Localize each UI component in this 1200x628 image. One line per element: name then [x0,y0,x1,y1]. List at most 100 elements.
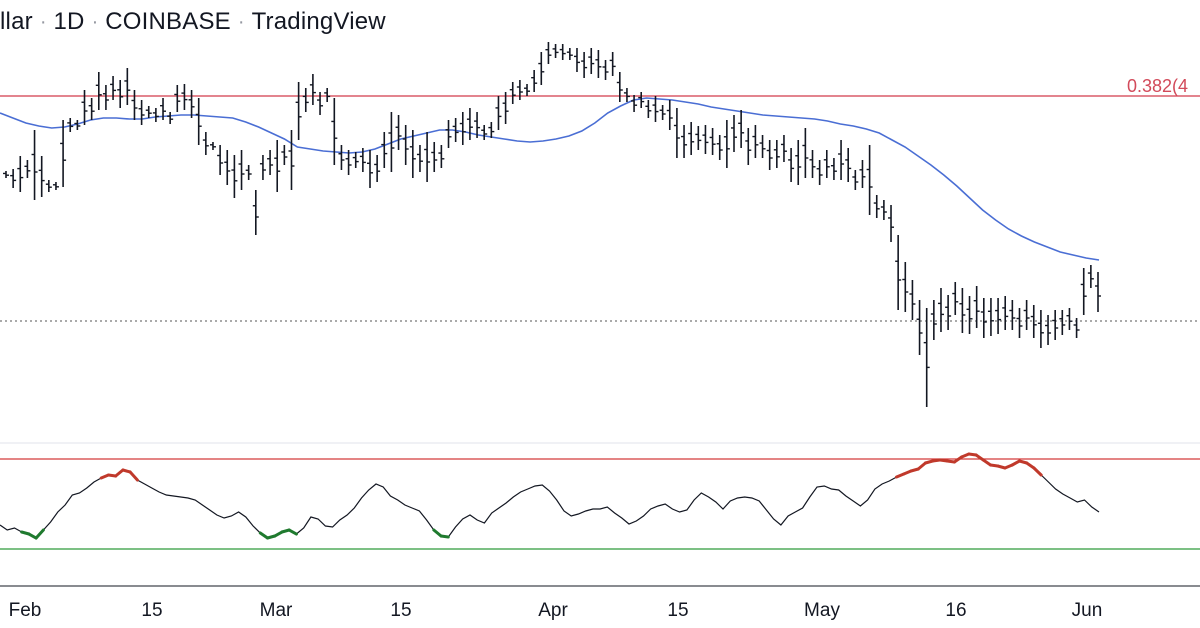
ohlc-bar [902,262,909,312]
oscillator-oversold-segment [287,528,298,536]
ohlc-bar [452,118,459,142]
chart-header: llar · 1D · COINBASE · TradingView [0,4,386,40]
ohlc-bars [3,42,1101,407]
interval-label[interactable]: 1D [53,8,85,35]
ohlc-bar [802,128,809,178]
ohlc-bar [145,106,152,118]
ohlc-bar [117,80,124,108]
ohlc-bar [666,100,673,130]
time-tick-label: 15 [141,600,162,621]
ohlc-bar [1073,318,1080,338]
ohlc-bar [816,160,823,185]
ohlc-bar [524,84,531,96]
oscillator-oversold-segment [34,528,45,540]
ohlc-bar [838,140,845,180]
ohlc-bar [288,130,295,190]
ohlc-bar [966,296,973,334]
ohlc-bar [652,96,659,122]
time-tick-label: Apr [538,600,568,621]
ohlc-bar [209,142,216,150]
ohlc-bar [937,288,944,332]
ohlc-bar [880,200,887,220]
ohlc-bar [616,72,623,102]
ohlc-bar [245,165,252,180]
ohlc-bar [973,286,980,328]
source-label: TradingView [251,8,386,35]
oscillator-line [0,453,1100,539]
oscillator-pane [0,452,1200,550]
ohlc-bar [302,88,309,112]
ohlc-bar [1002,296,1009,330]
oscillator-overbought-segment [1032,466,1043,477]
ohlc-bar [188,90,195,118]
oscillator-overbought-segment [128,470,139,482]
ohlc-bar [138,100,145,125]
ohlc-bar [402,125,409,165]
ohlc-bar [152,108,159,122]
ohlc-bar [459,112,466,145]
time-axis: Feb 15 Mar 15 Apr 15 May 16 Jun [9,600,1103,621]
ohlc-bar [202,132,209,155]
ohlc-bar [324,88,331,102]
ohlc-bar [645,100,652,118]
ohlc-bar [17,156,24,192]
symbol-name: llar [0,8,33,35]
ohlc-bar [395,115,402,150]
ohlc-bar [1080,268,1087,315]
ohlc-bar [681,125,688,158]
ohlc-bar [659,105,666,120]
ohlc-bar [1016,308,1023,338]
ohlc-bar [923,308,930,407]
ohlc-bar [1009,300,1016,330]
ohlc-bar [238,150,245,190]
ohlc-bar [773,140,780,168]
ohlc-bar [174,85,181,112]
time-tick-label: Jun [1072,600,1103,621]
ohlc-bar [1030,305,1037,338]
ohlc-bar [388,112,395,172]
exchange-label: COINBASE [105,8,231,35]
ohlc-bar [295,82,302,140]
ohlc-bar [1045,315,1052,345]
ohlc-bar [124,68,131,105]
ohlc-bar [752,125,759,158]
ohlc-bar [1066,308,1073,330]
ohlc-bar [317,92,324,115]
ohlc-bar [780,135,787,162]
ohlc-bar [431,142,438,172]
time-tick-label: 15 [667,600,688,621]
ohlc-bar [866,145,873,215]
ohlc-bar [60,120,67,187]
pane-separators [0,442,1200,587]
ohlc-bar [595,50,602,78]
ohlc-bar [709,128,716,155]
header-separator: · [237,10,245,33]
oscillator-overbought-segment [916,461,927,471]
time-tick-label: Mar [260,600,293,621]
ohlc-bar [873,195,880,218]
ohlc-bar [367,150,373,188]
time-tick-label: Feb [9,600,42,621]
ohlc-bar [281,145,288,165]
moving-average-layer [0,97,1100,261]
ohlc-bar [267,150,274,175]
ohlc-bar [552,44,559,58]
ohlc-bar [888,205,895,242]
ohlc-bar [374,155,381,182]
ohlc-bar [1087,265,1094,288]
ohlc-bar [1095,272,1101,312]
ohlc-bar [31,130,38,200]
ohlc-bar [309,74,316,105]
ohlc-bar [1023,300,1030,330]
ohlc-bar [959,288,966,333]
ohlc-bar [916,300,923,355]
ohlc-bar [1059,310,1066,335]
ohlc-bar [723,120,730,168]
ohlc-bar [852,170,859,190]
ohlc-bar [3,171,9,178]
ohlc-bar [495,96,502,130]
ohlc-bar [909,280,916,320]
ohlc-bar [980,298,987,338]
ohlc-bar [195,98,202,145]
